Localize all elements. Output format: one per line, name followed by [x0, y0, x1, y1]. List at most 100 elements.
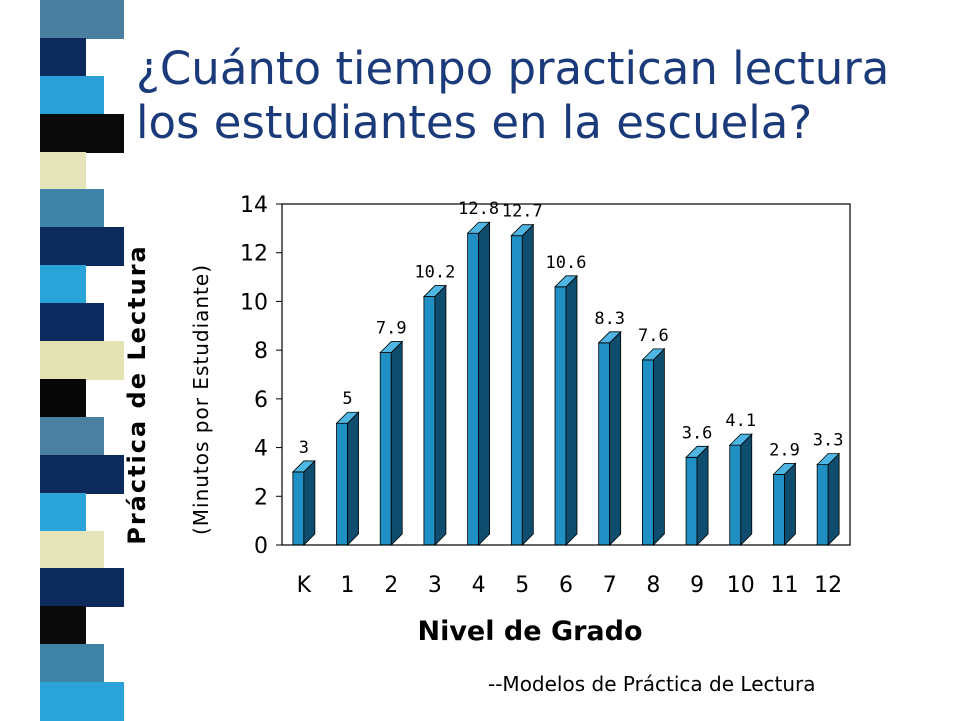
bar-top: [422, 285, 447, 297]
bar-top: [772, 462, 797, 475]
strip-block: [40, 341, 124, 380]
bar-side: [652, 347, 665, 546]
bar-front: [598, 342, 611, 546]
bar-top: [816, 453, 841, 466]
data-label: 5: [342, 389, 352, 409]
bar: [335, 411, 360, 546]
y-axis-label: Práctica de Lectura: [123, 244, 151, 545]
bar: [772, 462, 797, 546]
bar: [728, 433, 753, 546]
x-tick-label: 4: [472, 573, 486, 598]
bar-top: [510, 224, 535, 237]
x-tick-label: 3: [428, 573, 442, 598]
x-tick-label: 5: [515, 573, 529, 598]
strip-block: [40, 265, 86, 305]
bar-top: [291, 460, 316, 473]
y-tick-label: 12: [240, 242, 268, 267]
bar-side: [784, 462, 796, 546]
y-tick-label: 8: [254, 339, 268, 364]
bar-top: [685, 445, 710, 458]
strip-block: [40, 75, 104, 115]
y-tick-label: 0: [254, 534, 268, 559]
strip-block: [40, 227, 124, 267]
bar-top: [641, 348, 666, 361]
data-label: 3.3: [813, 431, 844, 451]
plot-frame: [281, 203, 851, 546]
data-label: 2.9: [769, 440, 800, 460]
bar-front: [423, 296, 436, 546]
bar-side: [740, 433, 753, 546]
x-tick-label: 6: [559, 573, 573, 598]
bar: [510, 223, 535, 546]
bar-front: [336, 422, 348, 546]
data-label: 8.3: [594, 309, 625, 329]
strip-block: [40, 682, 124, 721]
bar-side: [347, 411, 359, 546]
strip-block: [40, 151, 86, 191]
bar: [422, 284, 447, 546]
strip-block: [40, 416, 104, 456]
bar-side: [696, 445, 709, 546]
y-tick-label: 4: [254, 437, 268, 462]
bar-top: [554, 275, 578, 288]
bar: [641, 347, 666, 546]
bar-top: [597, 331, 622, 344]
strip-block: [40, 454, 124, 494]
data-label: 10.6: [546, 253, 587, 273]
x-tick-label: 1: [341, 573, 355, 598]
bar-side: [521, 223, 534, 546]
y-tick-label: 10: [240, 290, 268, 315]
data-label: 10.2: [414, 263, 455, 283]
bar-front: [510, 235, 523, 546]
bar: [597, 330, 622, 546]
bar-top: [335, 411, 360, 424]
bar-side: [609, 330, 622, 546]
strip-block: [40, 644, 104, 684]
data-label: 3: [299, 438, 309, 458]
bar-front: [773, 473, 785, 546]
strip-block: [40, 189, 104, 229]
bar-side: [434, 284, 447, 546]
strip-block: [40, 530, 104, 570]
data-label: 4.1: [725, 411, 756, 431]
x-tick-label: 8: [646, 573, 660, 598]
bar-side: [478, 221, 491, 546]
strip-block: [40, 0, 124, 39]
bar-top: [728, 433, 753, 446]
bar: [379, 340, 404, 546]
strip-block: [40, 37, 86, 77]
bar-side: [390, 340, 403, 546]
strip-block: [40, 303, 104, 343]
x-axis-ticks: K 1 2 3 4 5 6 7 8 9 10 11 12: [297, 573, 843, 598]
x-axis-label: Nivel de Grado: [417, 616, 642, 647]
bar: [685, 445, 710, 546]
strip-block: [40, 606, 86, 646]
bar-front: [379, 352, 392, 546]
bar: [816, 452, 841, 546]
x-tick-label: 2: [384, 573, 398, 598]
bar: [466, 221, 491, 546]
bar-front: [729, 444, 742, 546]
y-axis-ticks: 0 2 4 6 8 10 12 14: [240, 193, 282, 559]
y-axis-sublabel: (Minutos por Estudiante): [189, 264, 213, 535]
bar-front: [554, 286, 567, 546]
bar-front: [467, 232, 480, 546]
x-tick-label: 10: [727, 573, 755, 598]
data-label: 3.6: [682, 423, 713, 443]
slide-title: ¿Cuánto tiempo practican lectura los est…: [136, 42, 890, 149]
bar-front: [292, 471, 305, 546]
bar-front: [641, 359, 654, 546]
x-tick-label: K: [297, 573, 312, 598]
data-label: 12.8: [458, 199, 499, 219]
decorative-left-strip: [0, 0, 124, 721]
bar-top: [379, 341, 404, 353]
x-tick-label: 11: [770, 573, 798, 598]
strip-block: [40, 568, 124, 608]
x-tick-label: 7: [603, 573, 617, 598]
bar-front: [685, 456, 698, 546]
strip-block: [40, 492, 86, 532]
strip-block: [40, 378, 86, 418]
bar-side: [827, 452, 840, 546]
data-labels: 3 5 7.9 10.2 12.8 12.7 10.6 8.3 7.6 3.6 4.1 2.9 3.3: [299, 199, 844, 460]
